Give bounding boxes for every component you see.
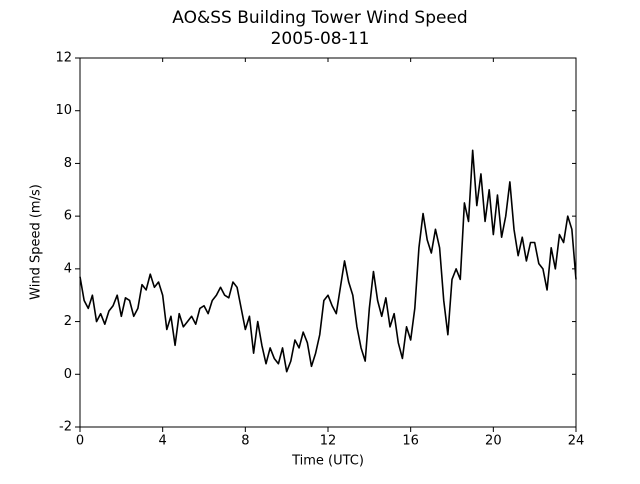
x-tick-label: 12 [320, 434, 337, 449]
data-line [79, 149, 577, 373]
chart-subtitle: 2005-08-11 [271, 29, 370, 49]
y-tick-label: -2 [59, 420, 72, 435]
y-tick-label: 4 [64, 261, 72, 276]
x-axis-label: Time (UTC) [291, 454, 364, 469]
y-tick-label: 0 [64, 367, 72, 382]
y-tick-label: 2 [64, 314, 72, 329]
y-tick-label: 8 [64, 156, 72, 171]
y-tick-label: 6 [64, 209, 72, 224]
x-tick-label: 16 [402, 434, 419, 449]
y-tick-label: 12 [55, 51, 72, 66]
chart-title: AO&SS Building Tower Wind Speed [172, 8, 467, 28]
y-tick-label: 10 [55, 103, 72, 118]
x-tick-label: 24 [568, 434, 585, 449]
plot-frame [79, 57, 577, 428]
x-tick-label: 20 [485, 434, 502, 449]
x-tick-label: 8 [241, 434, 249, 449]
x-tick-label: 0 [76, 434, 84, 449]
x-tick-label: 4 [159, 434, 167, 449]
y-axis-label: Wind Speed (m/s) [29, 184, 44, 300]
